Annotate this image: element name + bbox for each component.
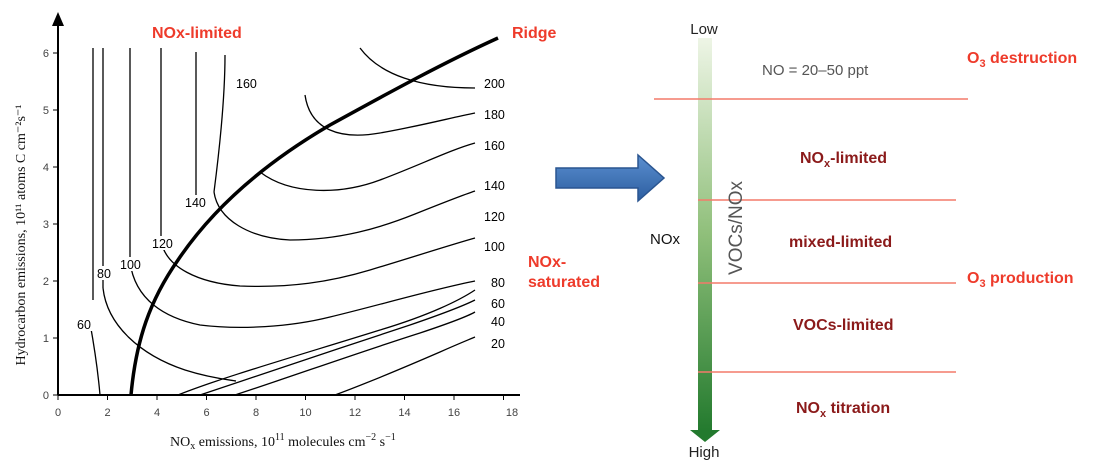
contour-line	[102, 287, 237, 382]
contour-label: 140	[185, 196, 206, 210]
contour-label: 100	[484, 240, 505, 254]
contour-line	[213, 54, 226, 193]
x-tick-label: 14	[398, 407, 410, 419]
contour-label: 160	[484, 139, 505, 153]
contour-label: 60	[491, 297, 505, 311]
contour-label: 140	[484, 179, 505, 193]
x-tick-label: 18	[506, 407, 518, 419]
no-range-label: NO = 20–50 ppt	[762, 62, 869, 79]
isopleth-plot: 0 2 4 6 8 10 12 14 16 18 0 1 2 3 4	[14, 12, 600, 452]
x-tick-label: 16	[448, 407, 460, 419]
contour-60-right	[199, 299, 476, 396]
contour-80	[177, 289, 476, 396]
y-tick-label: 2	[43, 276, 49, 288]
x-tick-label: 10	[299, 407, 311, 419]
contour-label: 40	[491, 315, 505, 329]
regime-diagram: Low High NOx VOCs/NOx NO = 20–50 ppt NOx…	[650, 21, 1077, 461]
x-tick-label: 0	[55, 407, 61, 419]
regime-nox-titration: NOx titration	[796, 400, 890, 420]
regime-mixed-limited: mixed-limited	[789, 234, 892, 251]
x-axis-label: NOx emissions, 1011 molecules cm−2 s−1	[170, 432, 396, 452]
contour-label: 60	[77, 318, 91, 332]
nox-gradient-bar	[698, 38, 712, 432]
contour-label: 20	[491, 337, 505, 351]
annotation-ridge: Ridge	[512, 25, 557, 42]
contour-label: 80	[97, 267, 111, 281]
contour-label: 200	[484, 77, 505, 91]
high-label: High	[689, 444, 720, 461]
ratio-label: VOCs/NOx	[726, 181, 747, 275]
contour-20	[334, 336, 476, 396]
y-tick-label: 0	[43, 390, 49, 402]
contour-label: 80	[491, 276, 505, 290]
ridge-line	[129, 36, 499, 396]
x-tick-label: 12	[349, 407, 361, 419]
y-tick-label: 5	[43, 105, 49, 117]
y-axis-label: Hydrocarbon emissions, 10¹¹ atoms C cm⁻²…	[14, 105, 29, 366]
y-tick-label: 3	[43, 219, 49, 231]
contour-60	[89, 322, 101, 396]
x-axis-ticks	[57, 395, 504, 400]
contour-160	[259, 142, 476, 192]
annotation-nox-saturated: NOx-saturated	[528, 254, 600, 291]
regime-nox-limited: NOx-limited	[800, 150, 887, 170]
contour-label: 180	[484, 108, 505, 122]
down-arrowhead-icon	[690, 430, 720, 442]
o3-destruction-label: O3 destruction	[967, 50, 1077, 70]
contour-180	[304, 94, 476, 136]
contour-40	[234, 311, 476, 396]
contour-label: 120	[484, 210, 505, 224]
contour-label: 120	[152, 237, 173, 251]
x-tick-label: 8	[253, 407, 259, 419]
annotation-nox-limited: NOx-limited	[152, 25, 242, 42]
contour-label: 160	[236, 77, 257, 91]
o3-production-label: O3 production	[967, 270, 1074, 290]
y-tick-label: 1	[43, 333, 49, 345]
y-axis-ticks	[53, 52, 58, 396]
contour-label: 100	[120, 258, 141, 272]
regime-vocs-limited: VOCs-limited	[793, 317, 893, 334]
x-tick-label: 6	[203, 407, 209, 419]
x-tick-label: 4	[154, 407, 160, 419]
transition-arrow-icon	[555, 153, 666, 203]
x-tick-label: 2	[104, 407, 110, 419]
y-tick-label: 6	[43, 48, 49, 60]
contour-140	[213, 190, 476, 241]
y-tick-label: 4	[43, 162, 49, 174]
contour-120	[160, 237, 476, 287]
nox-axis-label: NOx	[650, 231, 681, 248]
low-label: Low	[690, 21, 718, 38]
contour-200	[359, 47, 476, 89]
y-axis-arrowhead	[52, 12, 64, 26]
contour-100	[129, 261, 476, 329]
